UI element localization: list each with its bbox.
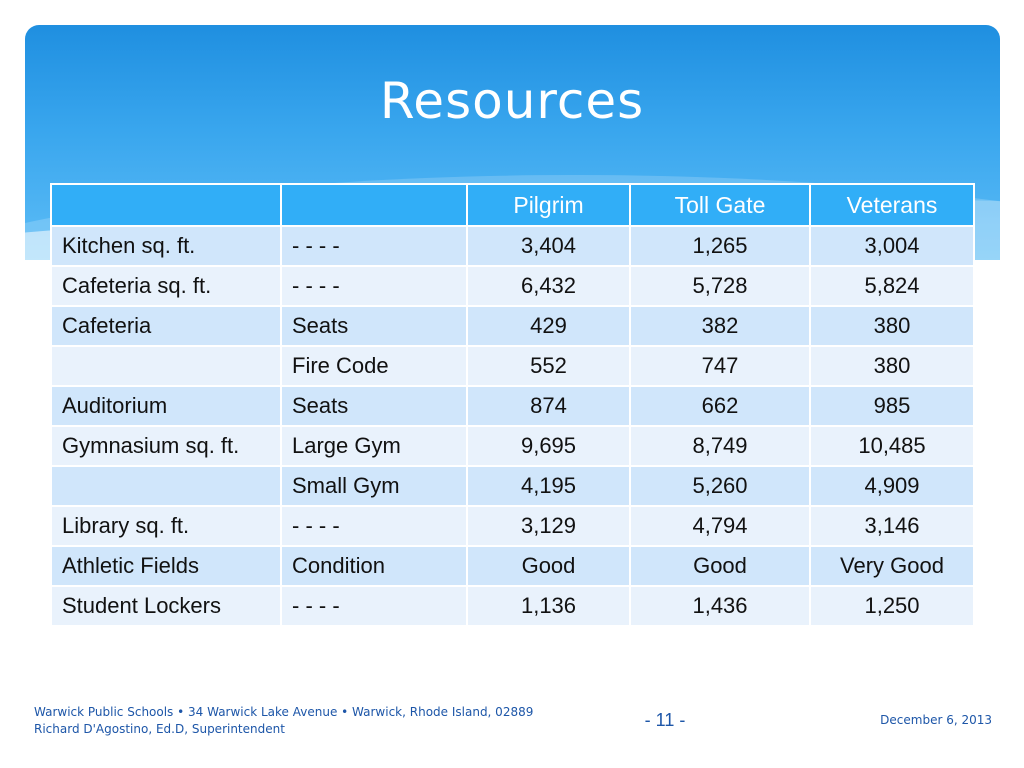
cell-veterans: 380: [809, 345, 975, 387]
row-label: Gymnasium sq. ft.: [50, 425, 282, 467]
row-sublabel: Large Gym: [280, 425, 468, 467]
cell-toll-gate: 5,260: [629, 465, 811, 507]
header-cell-toll-gate: Toll Gate: [629, 183, 811, 227]
table-header-row: Pilgrim Toll Gate Veterans: [50, 183, 975, 227]
cell-veterans: 1,250: [809, 585, 975, 627]
row-label: Auditorium: [50, 385, 282, 427]
cell-pilgrim: 874: [466, 385, 631, 427]
row-sublabel: Condition: [280, 545, 468, 587]
row-sublabel: Seats: [280, 305, 468, 347]
header-cell: [50, 183, 282, 227]
cell-veterans: 380: [809, 305, 975, 347]
cell-toll-gate: 382: [629, 305, 811, 347]
row-sublabel: - - - -: [280, 585, 468, 627]
row-sublabel: Seats: [280, 385, 468, 427]
resources-table: Pilgrim Toll Gate Veterans Kitchen sq. f…: [50, 183, 975, 627]
footer-line-2: Richard D'Agostino, Ed.D, Superintendent: [34, 722, 285, 736]
footer-line-1: Warwick Public Schools • 34 Warwick Lake…: [34, 705, 534, 719]
cell-toll-gate: 5,728: [629, 265, 811, 307]
page-number: - 11 -: [644, 710, 686, 730]
table-row: Kitchen sq. ft. - - - - 3,404 1,265 3,00…: [50, 225, 975, 267]
cell-toll-gate: 662: [629, 385, 811, 427]
row-label: Kitchen sq. ft.: [50, 225, 282, 267]
cell-veterans: 3,146: [809, 505, 975, 547]
row-label: Cafeteria: [50, 305, 282, 347]
table-row: Cafeteria Seats 429 382 380: [50, 305, 975, 347]
row-label: Athletic Fields: [50, 545, 282, 587]
cell-veterans: 3,004: [809, 225, 975, 267]
header-cell: [280, 183, 468, 227]
header-cell-pilgrim: Pilgrim: [466, 183, 631, 227]
row-label: [50, 465, 282, 507]
row-sublabel: Small Gym: [280, 465, 468, 507]
row-sublabel: - - - -: [280, 265, 468, 307]
cell-pilgrim: 4,195: [466, 465, 631, 507]
cell-toll-gate: Good: [629, 545, 811, 587]
header-cell-veterans: Veterans: [809, 183, 975, 227]
slide-title: Resources: [379, 72, 645, 130]
cell-pilgrim: 6,432: [466, 265, 631, 307]
cell-veterans: 4,909: [809, 465, 975, 507]
footer-date: December 6, 2013: [880, 713, 992, 727]
cell-pilgrim: 1,136: [466, 585, 631, 627]
cell-pilgrim: 429: [466, 305, 631, 347]
cell-toll-gate: 4,794: [629, 505, 811, 547]
row-label: [50, 345, 282, 387]
cell-toll-gate: 1,265: [629, 225, 811, 267]
table-row: Gymnasium sq. ft. Large Gym 9,695 8,749 …: [50, 425, 975, 467]
table-row: Library sq. ft. - - - - 3,129 4,794 3,14…: [50, 505, 975, 547]
cell-toll-gate: 1,436: [629, 585, 811, 627]
cell-pilgrim: 9,695: [466, 425, 631, 467]
cell-veterans: 5,824: [809, 265, 975, 307]
row-sublabel: - - - -: [280, 225, 468, 267]
table-row: Cafeteria sq. ft. - - - - 6,432 5,728 5,…: [50, 265, 975, 307]
cell-pilgrim: Good: [466, 545, 631, 587]
table-row: Athletic Fields Condition Good Good Very…: [50, 545, 975, 587]
table-row: Student Lockers - - - - 1,136 1,436 1,25…: [50, 585, 975, 627]
table-row: Fire Code 552 747 380: [50, 345, 975, 387]
table-row: Small Gym 4,195 5,260 4,909: [50, 465, 975, 507]
cell-veterans: 10,485: [809, 425, 975, 467]
row-label: Cafeteria sq. ft.: [50, 265, 282, 307]
row-sublabel: - - - -: [280, 505, 468, 547]
cell-pilgrim: 3,129: [466, 505, 631, 547]
cell-toll-gate: 747: [629, 345, 811, 387]
cell-veterans: Very Good: [809, 545, 975, 587]
row-sublabel: Fire Code: [280, 345, 468, 387]
cell-toll-gate: 8,749: [629, 425, 811, 467]
cell-pilgrim: 3,404: [466, 225, 631, 267]
row-label: Student Lockers: [50, 585, 282, 627]
row-label: Library sq. ft.: [50, 505, 282, 547]
footer-address: Warwick Public Schools • 34 Warwick Lake…: [34, 704, 533, 738]
table-row: Auditorium Seats 874 662 985: [50, 385, 975, 427]
cell-pilgrim: 552: [466, 345, 631, 387]
cell-veterans: 985: [809, 385, 975, 427]
